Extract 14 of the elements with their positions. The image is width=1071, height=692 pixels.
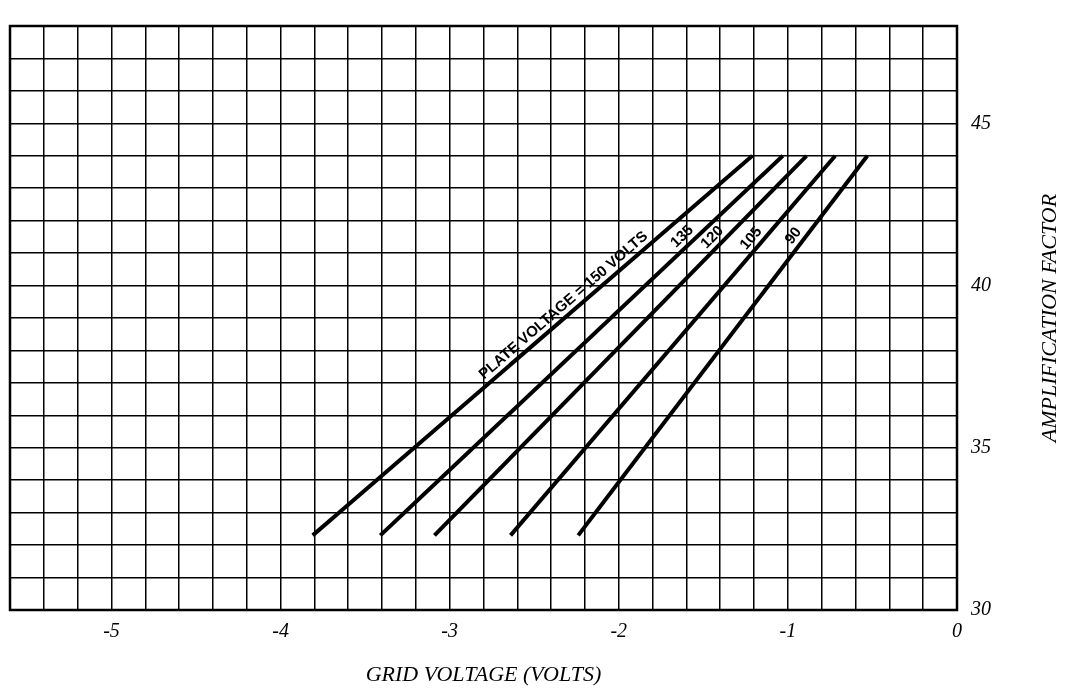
text: 120	[696, 221, 727, 252]
y-tick-label: 45	[971, 110, 991, 133]
x-tick-label: -2	[610, 619, 628, 642]
y-axis-title: AMPLIFICATION FACTOR	[1035, 193, 1061, 445]
x-tick-label: -3	[441, 619, 459, 642]
x-tick-label: -1	[779, 619, 797, 642]
y-tick-label: 30	[970, 597, 991, 620]
x-tick-label: -5	[103, 619, 120, 642]
y-tick-label: 35	[970, 435, 991, 458]
y-tick-label: 40	[971, 272, 991, 295]
text: 135	[666, 220, 697, 251]
x-tick-label: 0	[952, 619, 962, 642]
x-axis-title: GRID VOLTAGE (VOLTS)	[365, 660, 602, 686]
x-tick-label: -4	[272, 619, 289, 642]
